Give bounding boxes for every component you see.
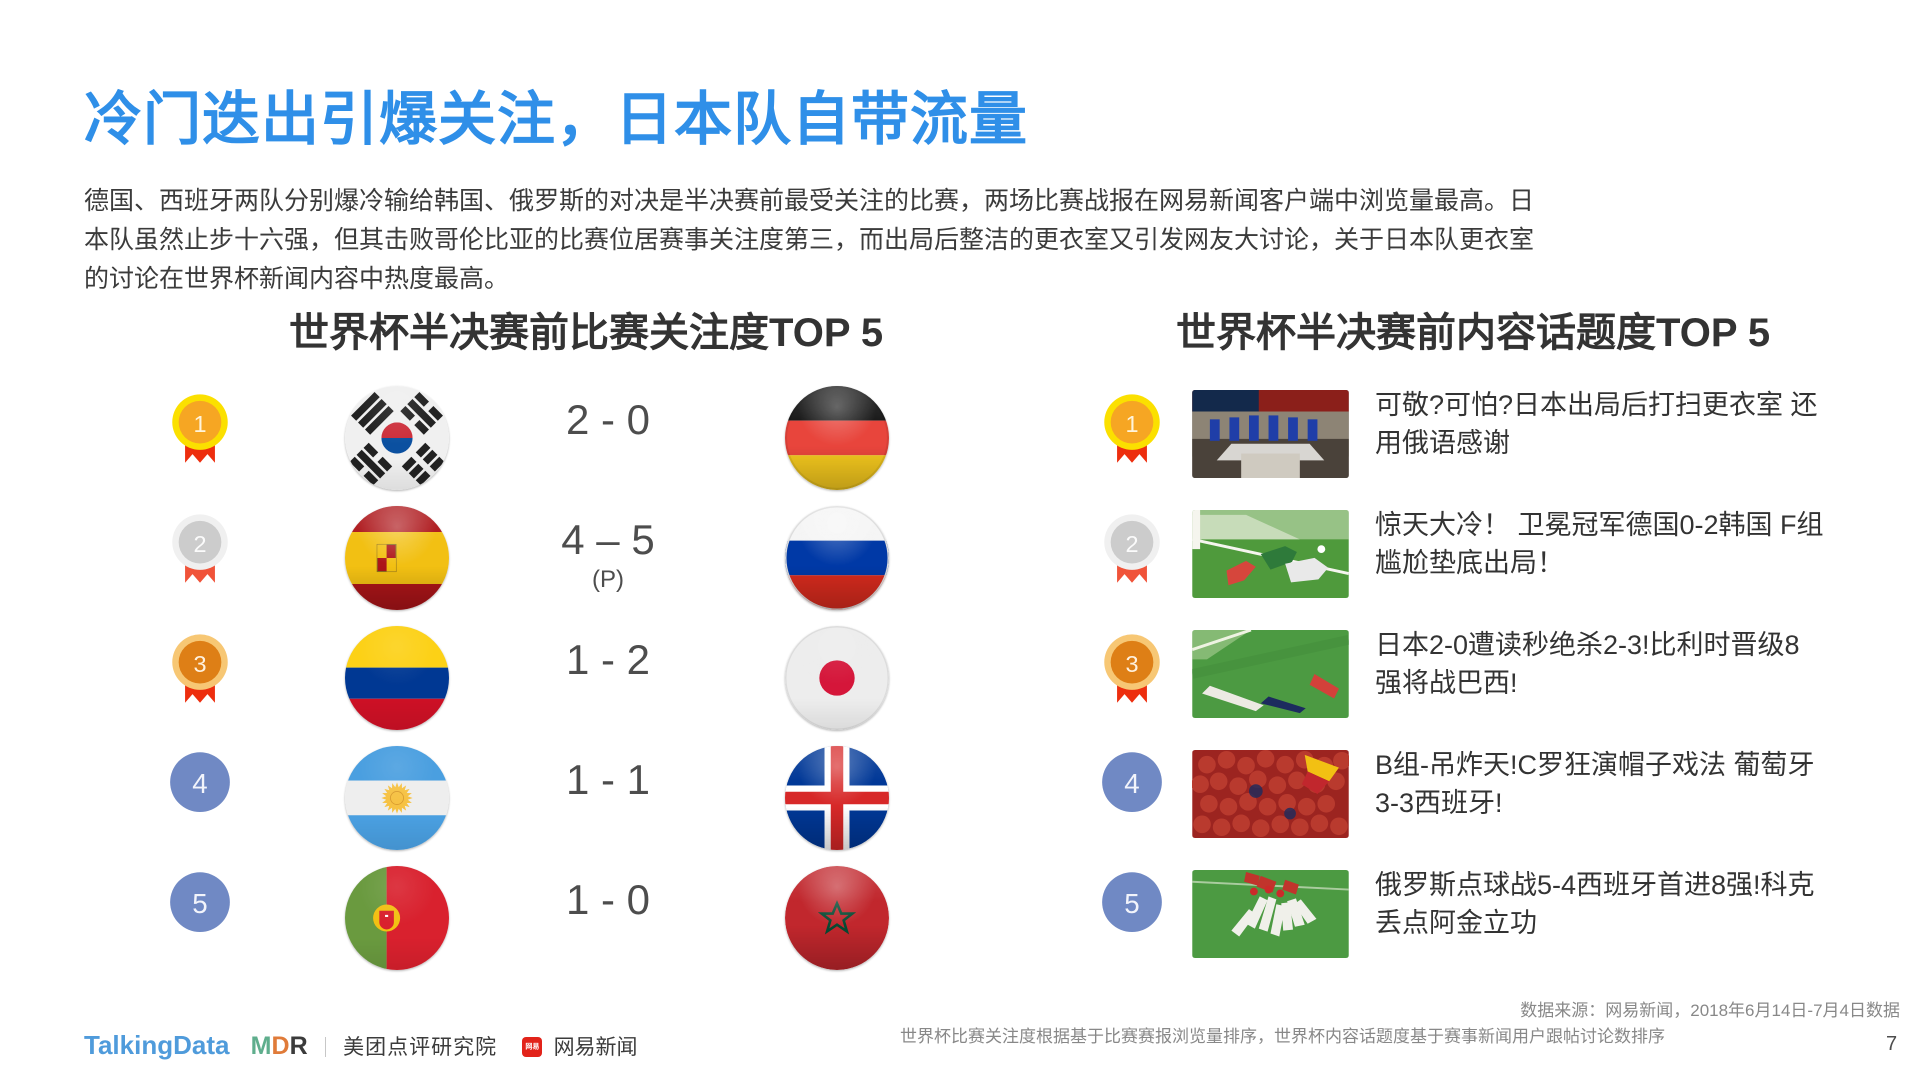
svg-text:4: 4: [192, 768, 207, 799]
svg-text:4: 4: [1124, 768, 1139, 799]
svg-text:2: 2: [193, 531, 206, 557]
svg-text:1: 1: [193, 411, 206, 437]
svg-text:3: 3: [193, 651, 206, 677]
svg-text:2: 2: [1125, 531, 1138, 557]
svg-text:5: 5: [1124, 888, 1139, 919]
svg-text:3: 3: [1125, 651, 1138, 677]
svg-text:1: 1: [1125, 411, 1138, 437]
svg-text:5: 5: [192, 888, 207, 919]
